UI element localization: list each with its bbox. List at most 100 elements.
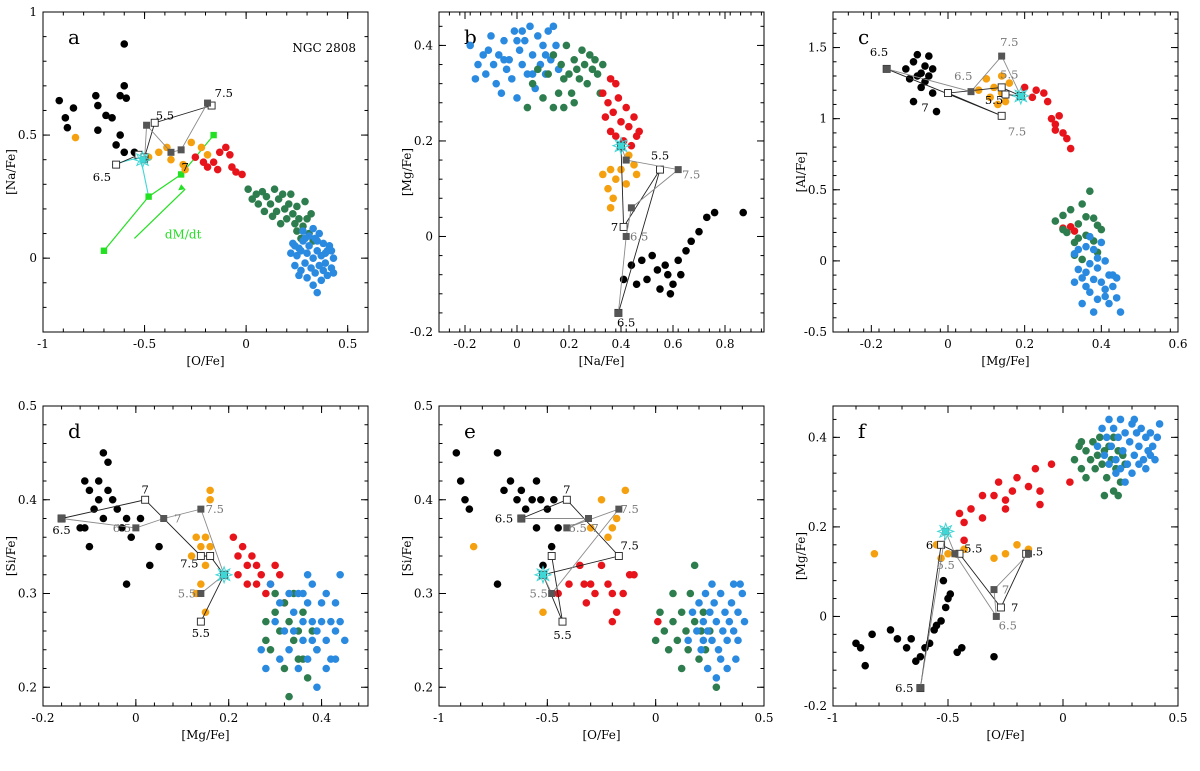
data-point-red: [232, 168, 240, 176]
data-point-blue: [294, 664, 303, 673]
data-point-black: [127, 533, 136, 542]
data-point-red: [978, 514, 987, 522]
model-mass-label: 5.5: [651, 148, 669, 162]
model-marker-filled: [883, 65, 891, 73]
data-point-blue: [1078, 274, 1086, 282]
model-mass-label: 5.5: [937, 558, 955, 572]
data-point-orange: [469, 542, 478, 551]
model-marker-filled: [998, 52, 1006, 60]
y-tick-label: 0.5: [414, 399, 433, 413]
data-point-blue: [723, 636, 731, 645]
data-point-blue: [508, 75, 516, 83]
data-point-blue: [1146, 429, 1155, 437]
data-point-blue: [703, 664, 712, 673]
data-point-black: [886, 626, 895, 634]
data-point-blue: [510, 27, 519, 35]
data-point-blue: [1135, 442, 1143, 451]
y-tick-label: 0: [29, 251, 37, 265]
data-point-blue: [1098, 424, 1106, 433]
model-marker-open: [614, 552, 623, 560]
y-axis-label: [Na/Fe]: [4, 149, 18, 195]
data-point-red: [1055, 112, 1063, 120]
model-marker-filled: [585, 515, 592, 522]
data-point-red: [262, 589, 270, 598]
data-point-blue: [1101, 285, 1109, 294]
data-point-red: [1066, 478, 1074, 486]
x-tick-label: 0.6: [1168, 337, 1187, 351]
data-point-green: [539, 94, 547, 102]
data-point-black: [937, 617, 945, 625]
data-point-blue: [489, 60, 498, 69]
data-point-orange: [586, 524, 595, 532]
data-point-blue: [271, 617, 279, 626]
data-point-blue: [311, 269, 319, 277]
data-point-red: [229, 533, 238, 542]
data-point-black: [958, 643, 966, 652]
data-point-green: [276, 219, 285, 228]
data-point-blue: [1100, 451, 1109, 460]
data-point-green: [287, 190, 295, 198]
model-marker-filled: [615, 505, 623, 513]
model-marker-open: [619, 222, 628, 231]
data-point-orange: [608, 524, 617, 532]
data-point-orange: [154, 148, 163, 157]
data-point-orange: [997, 72, 1006, 80]
data-point-green: [1077, 438, 1086, 446]
data-point-blue: [703, 627, 712, 635]
data-point-blue: [1086, 288, 1094, 296]
model-mass-label: 7.5: [621, 502, 639, 516]
data-point-blue: [1109, 282, 1117, 291]
data-point-black: [632, 280, 641, 289]
data-point-blue: [1089, 245, 1098, 254]
data-point-blue: [1105, 460, 1113, 469]
model-mass-label: 7: [563, 482, 570, 496]
data-point-blue: [301, 234, 309, 243]
model-mass-label: 7.5: [621, 539, 639, 553]
data-point-red: [257, 570, 266, 579]
data-point-blue: [729, 580, 738, 588]
data-point-orange: [597, 495, 606, 504]
data-point-red: [1036, 500, 1044, 509]
data-point-green: [580, 60, 589, 69]
x-tick-label: 0.2: [219, 711, 238, 725]
data-point-green: [1059, 225, 1067, 234]
panel-letter: a: [68, 25, 80, 49]
data-point-green: [1096, 433, 1104, 442]
data-point-blue: [500, 55, 508, 64]
data-point-blue: [313, 237, 322, 245]
x-axis-label: [O/Fe]: [186, 354, 224, 368]
data-point-blue: [287, 249, 295, 258]
data-point-black: [120, 148, 129, 157]
data-point-black: [990, 652, 998, 661]
model-marker-open: [944, 89, 952, 98]
data-point-blue: [725, 617, 734, 626]
data-point-black: [666, 289, 675, 298]
data-point-orange: [197, 542, 205, 551]
data-point-green: [268, 212, 277, 221]
data-point-black: [493, 580, 502, 588]
data-point-red: [612, 132, 620, 140]
data-point-blue: [1153, 433, 1162, 442]
data-point-red: [248, 552, 256, 560]
data-point-green: [567, 89, 576, 97]
data-point-blue: [301, 259, 309, 267]
data-point-red: [619, 589, 627, 598]
x-tick-label: 0.4: [1092, 337, 1111, 351]
data-point-black: [946, 590, 955, 598]
model-marker-filled: [1025, 550, 1032, 558]
data-point-black: [674, 256, 682, 265]
data-point-black: [648, 251, 656, 260]
data-point-black: [517, 486, 526, 495]
data-point-orange: [609, 194, 617, 203]
dmdt-arrowhead: [178, 184, 186, 191]
data-point-red: [1001, 496, 1010, 504]
data-point-blue: [1082, 242, 1090, 251]
data-point-blue: [303, 274, 311, 282]
model-marker-filled: [951, 550, 959, 558]
panel-c: -0.2 0 0.2 0.4 0.6 -0.5 0 0.5 1 1.5 [Mg/Fe] [Al/Fe]…: [794, 11, 1188, 368]
data-point-red: [243, 561, 252, 570]
data-point-blue: [303, 655, 312, 663]
data-point-black: [909, 97, 918, 106]
data-point-blue: [1093, 264, 1102, 272]
x-axis-label: [Mg/Fe]: [981, 354, 1029, 368]
